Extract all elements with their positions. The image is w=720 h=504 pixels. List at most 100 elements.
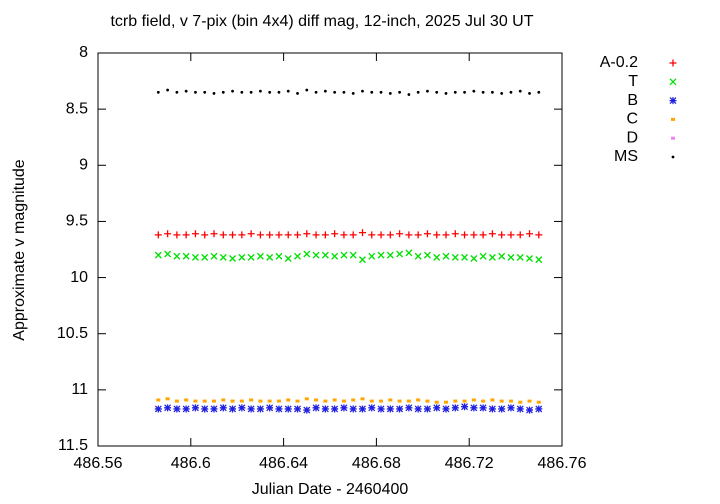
data-point	[479, 404, 487, 412]
data-point	[406, 399, 411, 403]
data-point	[426, 89, 429, 93]
data-point	[284, 405, 292, 413]
data-point	[164, 250, 172, 258]
data-point	[423, 405, 431, 413]
data-point	[294, 252, 301, 260]
data-point	[359, 256, 366, 264]
y-axis-label: Approximate v magnitude	[11, 159, 28, 341]
data-point	[442, 252, 450, 260]
data-point	[238, 253, 246, 261]
data-point	[229, 405, 237, 413]
data-point	[479, 231, 487, 239]
data-point	[221, 90, 225, 94]
data-point	[182, 231, 190, 239]
data-point	[370, 90, 374, 94]
data-point	[173, 252, 181, 260]
data-point	[386, 231, 394, 239]
data-point	[498, 252, 506, 260]
data-point	[221, 398, 226, 402]
data-point	[498, 231, 506, 239]
data-point	[321, 231, 329, 239]
data-point	[286, 398, 291, 402]
data-point	[453, 90, 457, 94]
chart-title: tcrb field, v 7-pix (bin 4x4) diff mag, …	[110, 13, 533, 30]
data-point	[341, 399, 346, 403]
data-point	[396, 250, 404, 258]
data-point	[312, 231, 320, 239]
data-point	[238, 404, 246, 412]
data-point	[360, 397, 365, 401]
data-point	[349, 231, 357, 239]
x-tick-label: 486.76	[538, 455, 587, 472]
data-point	[182, 405, 190, 413]
data-point	[201, 231, 209, 239]
data-point	[229, 231, 237, 239]
data-point	[201, 253, 209, 261]
data-point	[461, 253, 469, 261]
data-point	[154, 251, 162, 259]
legend-symbol	[671, 136, 675, 140]
data-point	[527, 399, 532, 403]
legend-label: C	[626, 111, 638, 128]
data-point	[461, 403, 469, 411]
data-point	[407, 93, 411, 96]
data-point	[342, 90, 346, 94]
data-point	[191, 230, 199, 238]
data-point	[323, 399, 328, 403]
y-tick-label: 11.5	[58, 437, 88, 454]
data-point	[433, 231, 441, 239]
data-point	[369, 399, 374, 403]
data-point	[266, 253, 274, 261]
data-point	[193, 399, 198, 403]
data-point	[173, 405, 181, 413]
data-point	[361, 89, 364, 93]
data-point	[184, 398, 189, 402]
data-point	[294, 405, 302, 413]
legend-label: T	[628, 73, 638, 90]
data-point	[388, 398, 393, 402]
data-point	[164, 230, 172, 238]
data-point	[388, 92, 392, 95]
data-point	[491, 90, 494, 94]
data-point	[166, 88, 170, 92]
data-point	[526, 255, 533, 262]
legend-label: MS	[614, 148, 638, 165]
x-tick-label: 486.56	[74, 455, 123, 472]
data-point	[303, 250, 311, 258]
data-point	[154, 405, 162, 413]
data-point	[303, 230, 311, 238]
data-point	[414, 405, 422, 413]
y-tick-label: 9.5	[66, 213, 88, 230]
data-point	[184, 89, 188, 93]
data-point	[396, 230, 404, 238]
data-point	[488, 405, 496, 413]
data-point	[453, 399, 458, 403]
data-point	[349, 251, 357, 259]
data-point	[191, 253, 199, 261]
data-point	[481, 90, 485, 94]
data-point	[256, 252, 264, 260]
data-point	[414, 231, 422, 239]
data-point	[535, 405, 543, 413]
data-point	[333, 90, 337, 94]
data-point	[518, 400, 523, 404]
data-point	[358, 405, 366, 413]
data-point	[305, 88, 309, 92]
x-tick-label: 486.6	[171, 455, 211, 472]
data-point	[314, 398, 319, 402]
data-point	[284, 231, 292, 239]
data-point	[416, 90, 420, 94]
data-point	[331, 230, 339, 238]
x-tick-label: 486.72	[445, 455, 494, 472]
data-point	[266, 404, 274, 412]
data-point	[463, 90, 466, 94]
y-tick-label: 8	[79, 44, 88, 61]
data-point	[368, 252, 376, 260]
data-point	[526, 230, 534, 238]
data-point	[210, 252, 218, 260]
data-point	[470, 255, 478, 262]
data-point	[488, 253, 496, 261]
data-point	[444, 92, 448, 95]
data-point	[507, 404, 515, 412]
data-point	[259, 89, 262, 93]
